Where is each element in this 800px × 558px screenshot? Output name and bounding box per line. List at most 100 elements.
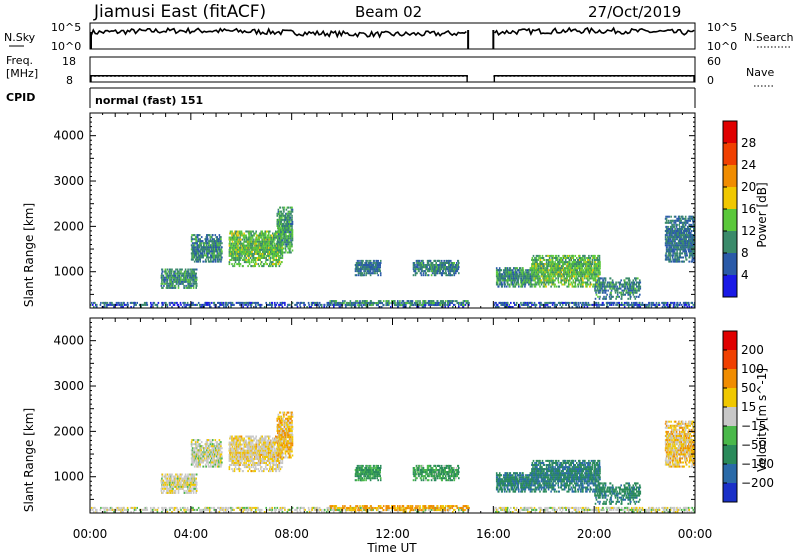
power-echo-cell bbox=[422, 260, 424, 262]
power-echo-cell bbox=[556, 255, 558, 257]
power-echo-cell bbox=[587, 273, 589, 275]
power-echo-cell bbox=[157, 304, 159, 306]
power-echo-cell bbox=[576, 277, 578, 279]
power-echo-cell bbox=[548, 261, 550, 263]
power-echo-cell bbox=[165, 271, 167, 273]
power-echo-cell bbox=[455, 272, 457, 274]
power-echo-cell bbox=[217, 250, 219, 252]
power-echo-cell bbox=[109, 304, 111, 306]
power-echo-cell bbox=[251, 265, 253, 267]
power-echo-cell bbox=[167, 285, 169, 287]
power-echo-cell bbox=[231, 235, 233, 237]
power-echo-cell bbox=[258, 255, 260, 257]
power-echo-cell bbox=[590, 271, 592, 273]
power-echo-cell bbox=[560, 271, 562, 273]
power-echo-cell bbox=[681, 234, 683, 236]
power-echo-cell bbox=[630, 298, 632, 300]
power-echo-cell bbox=[198, 246, 200, 248]
power-echo-cell bbox=[521, 275, 523, 277]
power-echo-cell bbox=[261, 231, 263, 233]
power-echo-cell bbox=[680, 257, 682, 259]
power-echo-cell bbox=[450, 268, 452, 270]
power-echo-cell bbox=[266, 231, 268, 233]
power-echo-cell bbox=[621, 284, 623, 286]
power-echo-cell bbox=[534, 279, 536, 281]
power-echo-cell bbox=[425, 272, 427, 274]
power-echo-cell bbox=[541, 275, 543, 277]
power-echo-cell bbox=[588, 257, 590, 259]
power-echo-cell bbox=[496, 284, 498, 286]
power-echo-cell bbox=[668, 240, 670, 242]
power-echo-cell bbox=[357, 260, 359, 262]
power-echo-cell bbox=[211, 261, 213, 263]
power-echo-cell bbox=[525, 269, 527, 271]
power-echo-cell bbox=[134, 302, 136, 304]
power-echo-cell bbox=[196, 255, 198, 257]
power-echo-cell bbox=[609, 286, 611, 288]
power-echo-cell bbox=[674, 228, 676, 230]
power-echo-cell bbox=[220, 250, 222, 252]
power-echo-cell bbox=[451, 264, 453, 266]
power-echo-cell bbox=[576, 275, 578, 277]
power-echo-cell bbox=[639, 279, 641, 281]
power-echo-cell bbox=[221, 246, 223, 248]
power-echo-cell bbox=[620, 288, 622, 290]
power-echo-cell bbox=[676, 226, 678, 228]
power-echo-cell bbox=[278, 219, 280, 221]
power-echo-cell bbox=[373, 264, 375, 266]
power-echo-cell bbox=[458, 262, 460, 264]
power-echo-cell bbox=[575, 286, 577, 288]
power-echo-cell bbox=[584, 255, 586, 257]
power-echo-cell bbox=[665, 216, 667, 218]
power-echo-cell bbox=[599, 296, 601, 298]
power-echo-cell bbox=[264, 255, 266, 257]
power-echo-cell bbox=[249, 263, 251, 265]
power-echo-cell bbox=[376, 268, 378, 270]
power-echo-cell bbox=[249, 261, 251, 263]
power-echo-cell bbox=[216, 246, 218, 248]
power-echo-cell bbox=[285, 245, 287, 247]
power-echo-cell bbox=[526, 279, 528, 281]
power-echo-cell bbox=[685, 238, 687, 240]
power-echo-cell bbox=[512, 269, 514, 271]
power-echo-cell bbox=[292, 233, 294, 235]
power-echo-cell bbox=[625, 284, 627, 286]
power-echo-cell bbox=[415, 270, 417, 272]
power-echo-cell bbox=[674, 246, 676, 248]
power-echo-cell bbox=[636, 292, 638, 294]
power-echo-cell bbox=[535, 282, 537, 284]
power-echo-cell bbox=[213, 259, 215, 261]
power-echo-cell bbox=[636, 284, 638, 286]
power-echo-cell bbox=[441, 268, 443, 270]
power-echo-cell bbox=[253, 233, 255, 235]
power-echo-cell bbox=[564, 263, 566, 265]
power-echo-cell bbox=[677, 244, 679, 246]
power-echo-cell bbox=[209, 261, 211, 263]
power-echo-cell bbox=[209, 234, 211, 236]
power-echo-cell bbox=[195, 281, 197, 283]
power-echo-cell bbox=[278, 209, 280, 211]
power-echo-cell bbox=[201, 242, 203, 244]
power-echo-cell bbox=[262, 245, 264, 247]
power-echo-cell bbox=[286, 209, 288, 211]
power-echo-cell bbox=[283, 243, 285, 245]
power-echo-cell bbox=[674, 242, 676, 244]
power-echo-cell bbox=[672, 252, 674, 254]
power-echo-cell bbox=[666, 226, 668, 228]
power-echo-cell bbox=[639, 290, 641, 292]
power-echo-cell bbox=[688, 242, 690, 244]
power-echo-cell bbox=[587, 282, 589, 284]
power-echo-cell bbox=[602, 292, 604, 294]
power-echo-cell bbox=[248, 249, 250, 251]
power-echo-cell bbox=[543, 257, 545, 259]
power-echo-cell bbox=[688, 220, 690, 222]
power-echo-cell bbox=[685, 218, 687, 220]
power-echo-cell bbox=[285, 215, 287, 217]
power-echo-cell bbox=[426, 264, 428, 266]
power-echo-cell bbox=[268, 247, 270, 249]
freq-series bbox=[90, 76, 695, 82]
power-echo-cell bbox=[214, 238, 216, 240]
power-echo-cell bbox=[532, 261, 534, 263]
power-echo-cell bbox=[175, 285, 177, 287]
power-echo-cell bbox=[443, 260, 445, 262]
